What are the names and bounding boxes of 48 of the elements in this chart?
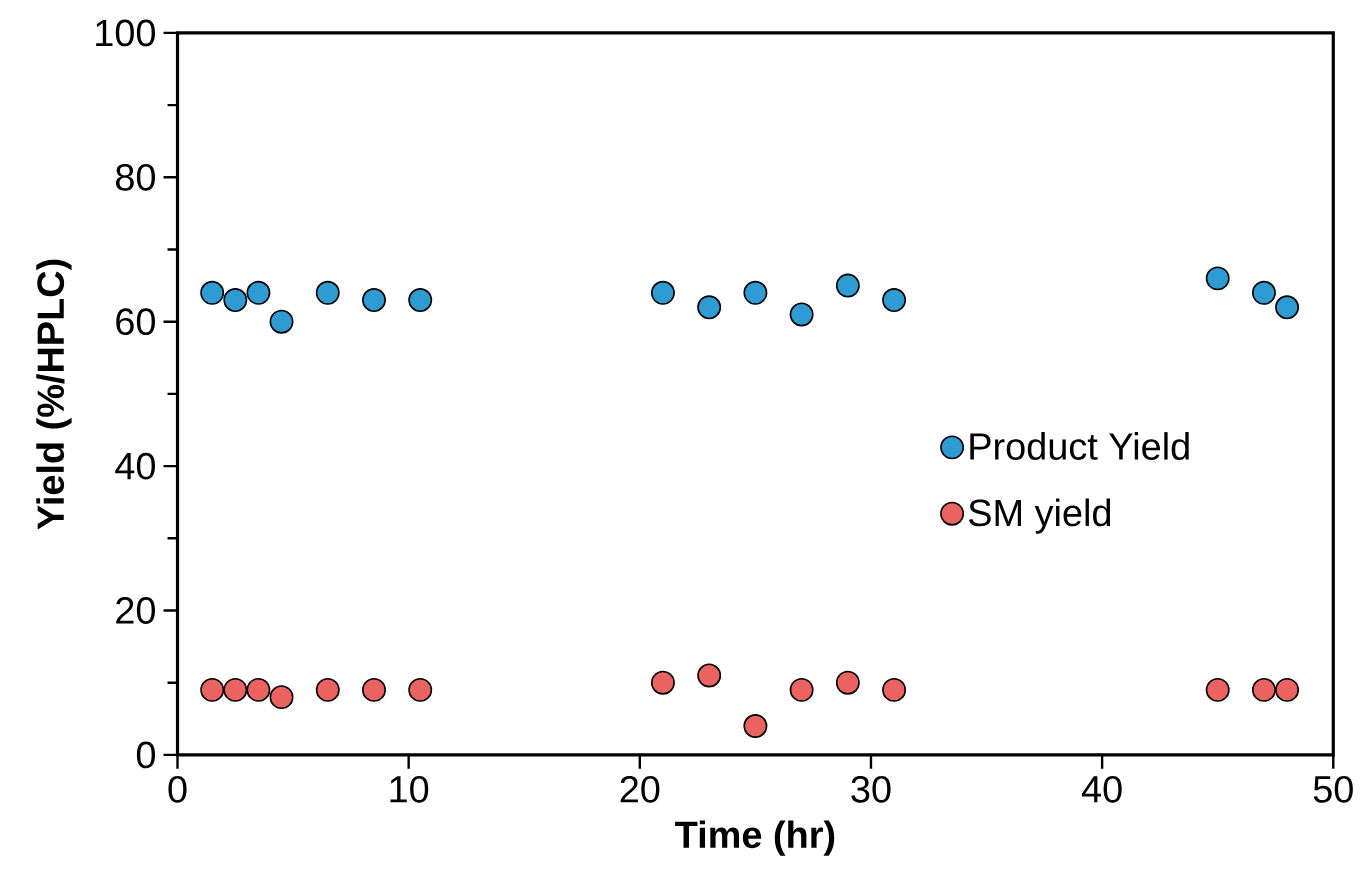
point xyxy=(408,288,433,313)
x-tick-label: 10 xyxy=(390,776,429,803)
point xyxy=(697,295,722,320)
point xyxy=(200,281,225,306)
point xyxy=(743,714,768,739)
point xyxy=(1251,678,1276,703)
point xyxy=(408,678,433,703)
x-tick-label: 20 xyxy=(620,776,660,803)
x-tick-label: 40 xyxy=(1081,776,1122,803)
point xyxy=(269,685,294,710)
y-tick-label: 40 xyxy=(115,452,155,480)
point xyxy=(315,281,340,306)
y-axis-title: Yield (%/HPLC) xyxy=(36,259,72,530)
legend-label: Product Yield xyxy=(970,432,1189,461)
point xyxy=(223,678,248,703)
point xyxy=(697,663,722,688)
y-tick-label: 0 xyxy=(136,741,156,769)
point xyxy=(650,670,675,695)
point xyxy=(223,288,248,313)
y-tick-label: 20 xyxy=(116,597,155,625)
x-tick-label: 30 xyxy=(851,776,891,803)
legend-label: SM yield xyxy=(968,498,1111,535)
point xyxy=(1205,678,1230,703)
point xyxy=(835,273,860,298)
point xyxy=(789,302,814,327)
point xyxy=(315,678,340,703)
point xyxy=(269,309,294,334)
point xyxy=(650,281,675,306)
y-tick-label: 100 xyxy=(96,19,155,47)
point xyxy=(882,678,907,703)
x-tick-label: 50 xyxy=(1313,776,1353,803)
point xyxy=(246,281,271,306)
point xyxy=(246,678,271,703)
point xyxy=(743,281,768,306)
point xyxy=(882,288,907,313)
point xyxy=(1275,678,1300,703)
y-tick-label: 80 xyxy=(116,164,155,191)
point xyxy=(1205,266,1230,291)
y-tick-label: 60 xyxy=(116,308,155,336)
point xyxy=(362,678,386,703)
x-tick-label: 0 xyxy=(168,776,187,803)
x-axis-title: Time (hr) xyxy=(675,820,835,856)
point xyxy=(835,670,860,695)
point xyxy=(200,678,225,703)
point xyxy=(1251,281,1276,306)
point xyxy=(1275,295,1300,320)
point xyxy=(789,678,814,703)
point xyxy=(362,288,386,313)
